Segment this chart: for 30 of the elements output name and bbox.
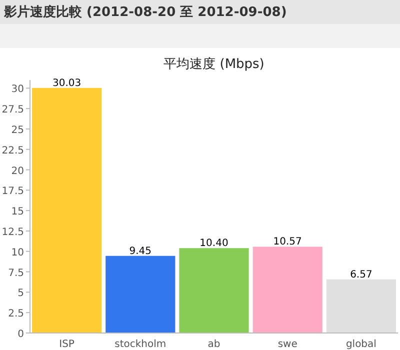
data-label: 10.57 [273,236,302,248]
bar [106,256,176,333]
y-tick-label: 20 [11,166,24,177]
y-tick-label: 7.5 [8,268,24,279]
bar [32,88,102,333]
y-tick-label: 2.5 [8,308,24,320]
x-tick-label: global [346,339,376,350]
data-label: 30.03 [52,78,82,89]
x-tick-label: ab [208,339,220,350]
y-tick-label: 15 [11,206,24,218]
y-tick-label: 30 [11,84,24,96]
y-tick-label: 10 [11,247,24,258]
chart-subtitle: 平均速度 (Mbps) [164,56,264,72]
y-tick-label: 27.5 [2,104,24,116]
y-tick-label: 0 [18,329,24,340]
y-tick-label: 25 [11,124,24,136]
x-tick-label: swe [278,339,298,350]
y-tick-label: 22.5 [2,145,24,156]
bar [326,279,396,333]
y-tick-label: 12.5 [2,226,24,238]
bar [179,248,249,333]
y-tick-label: 5 [18,288,24,300]
data-label: 9.45 [129,246,152,257]
data-label: 10.40 [200,238,228,250]
chart-title: 影片速度比較 (2012-08-20 至 2012-09-08) [3,4,287,20]
y-tick-label: 17.5 [2,186,24,198]
bar [252,246,322,333]
data-label: 6.57 [350,269,372,280]
x-tick-label: ISP [59,339,74,350]
x-tick-label: stockholm [114,339,166,350]
